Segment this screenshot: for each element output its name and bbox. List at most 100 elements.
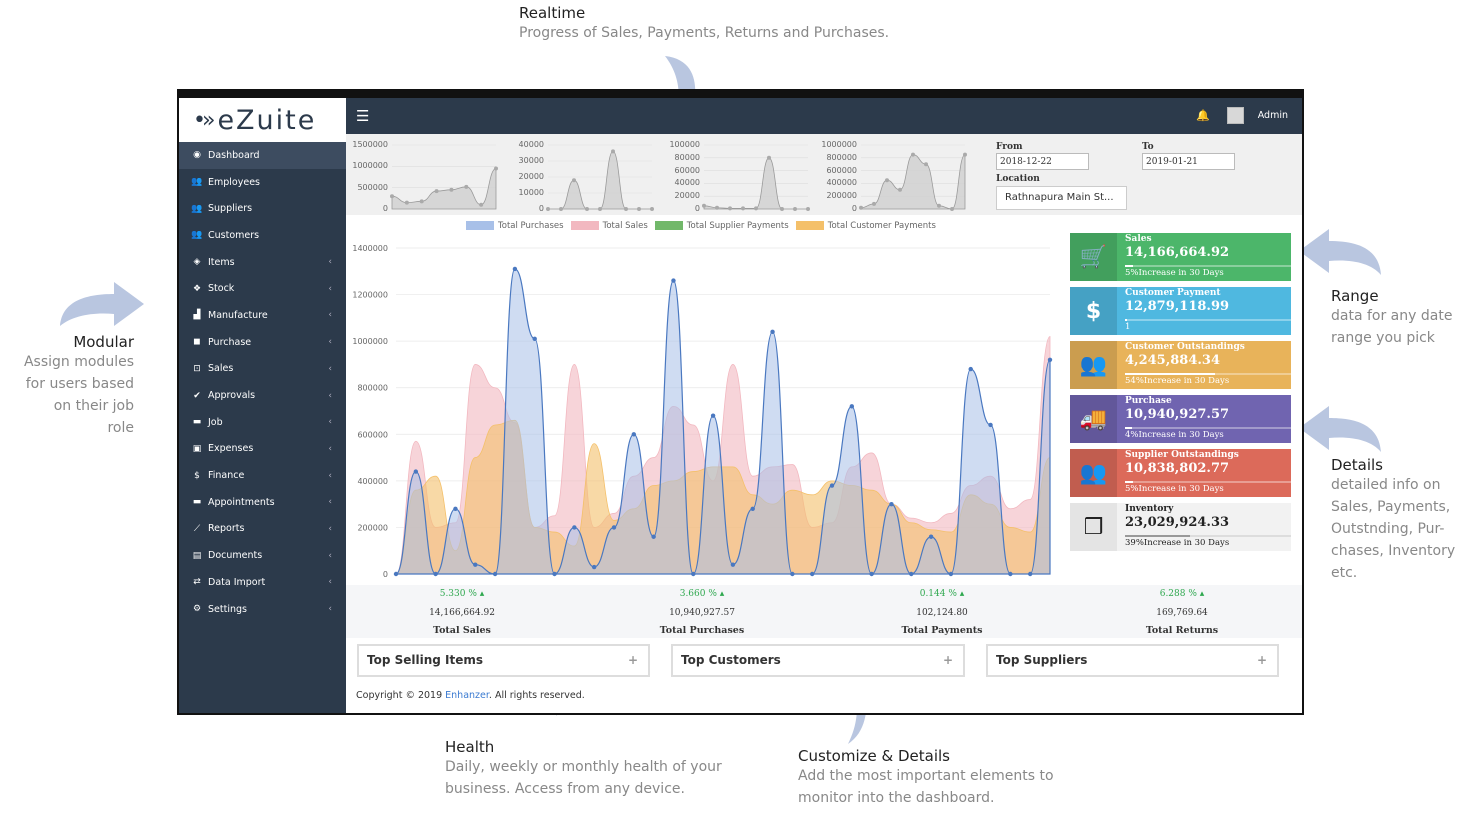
menu-toggle-icon[interactable]: ☰ (356, 107, 370, 125)
logo-mark-icon: •» (193, 107, 216, 133)
location-select[interactable]: Rathnapura Main St... (996, 186, 1127, 210)
data-point[interactable] (671, 278, 676, 283)
dollar-icon: $ (194, 470, 200, 481)
summary-card-sales[interactable]: 🛒 Sales 14,166,664.92 5%Increase in 30 Days (1070, 233, 1291, 281)
sidebar-item-reports[interactable]: ⟋ Reports ‹ (179, 516, 346, 543)
summary-card-purchase[interactable]: 🚚 Purchase 10,940,927.57 4%Increase in 30 D… (1070, 395, 1291, 443)
data-point[interactable] (532, 336, 537, 342)
total-total-returns: 6.288 % ▴ 169,769.64 Total Returns (1082, 585, 1282, 638)
avatar[interactable] (1227, 107, 1244, 124)
sidebar-item-employees[interactable]: 👥 Employees (179, 169, 346, 196)
sidebar-item-purchase[interactable]: ◼ Purchase ‹ (179, 329, 346, 356)
sidebar-item-sales[interactable]: ⊡ Sales ‹ (179, 356, 346, 383)
plus-icon[interactable]: + (1256, 653, 1267, 667)
summary-card-inventory[interactable]: ❒ Inventory 23,029,924.33 39%Increase in 30… (1070, 503, 1291, 551)
data-point[interactable] (552, 571, 557, 577)
sidebar-item-appointments[interactable]: ▬ Appointments ‹ (179, 489, 346, 516)
data-point[interactable] (453, 506, 458, 511)
data-point[interactable] (572, 525, 577, 530)
data-point[interactable] (770, 329, 775, 335)
plus-icon[interactable]: + (942, 653, 953, 667)
sidebar-item-job[interactable]: ▬ Job ‹ (179, 409, 346, 436)
data-point[interactable] (611, 525, 617, 530)
data-point[interactable] (968, 366, 973, 372)
plus-icon[interactable]: + (627, 653, 638, 667)
bell-icon[interactable]: 🔔 (1196, 109, 1210, 122)
sidebar-item-suppliers[interactable]: 👥 Suppliers (179, 195, 346, 222)
data-point[interactable] (512, 266, 518, 272)
summary-card-supplier-outstandings[interactable]: 👥 Supplier Outstandings 10,838,802.77 5%Inc… (1070, 449, 1291, 497)
users-icon: 👥 (191, 203, 203, 214)
logo[interactable]: •» eZuite (179, 98, 346, 142)
data-point[interactable] (909, 571, 914, 577)
data-point[interactable] (750, 506, 755, 511)
sidebar-item-expenses[interactable]: ▣ Expenses ‹ (179, 436, 346, 463)
data-point[interactable] (691, 571, 696, 577)
data-point[interactable] (651, 534, 656, 539)
from-label: From (996, 142, 1023, 152)
sidebar-item-finance[interactable]: $ Finance ‹ (179, 462, 346, 489)
user-name[interactable]: Admin (1257, 110, 1288, 121)
data-point[interactable] (829, 483, 835, 488)
data-point[interactable] (591, 564, 597, 570)
data-point[interactable] (413, 469, 419, 474)
sidebar-item-data-import[interactable]: ⇄ Data Import ‹ (179, 569, 346, 596)
from-date-input[interactable] (996, 153, 1089, 170)
data-point[interactable] (710, 413, 716, 418)
card-progress-fill (1125, 265, 1134, 267)
legend-item[interactable]: Total Sales (570, 221, 648, 231)
sidebar-item-customers[interactable]: 👥 Customers (179, 222, 346, 249)
sidebar-nav: ◉ Dashboard 👥 Employees 👥 Suppliers 👥 Customers… (179, 142, 346, 622)
top-suppliers-panel[interactable]: Top Suppliers + (986, 644, 1279, 677)
top-customers-panel[interactable]: Top Customers + (671, 644, 965, 677)
legend-item[interactable]: Total Supplier Payments (654, 221, 789, 231)
summary-card-customer-payment[interactable]: $ Customer Payment 12,879,118.99 1 (1070, 287, 1291, 335)
data-point[interactable] (1047, 357, 1053, 362)
card-value: 10,838,802.77 (1125, 461, 1230, 476)
sidebar-item-manufacture[interactable]: ▟ Manufacture ‹ (179, 302, 346, 329)
legend-label: Total Customer Payments (827, 221, 936, 231)
summary-card-customer-outstandings[interactable]: 👥 Customer Outstandings 4,245,884.34 54%Inc… (1070, 341, 1291, 389)
top-selling-items-panel[interactable]: Top Selling Items + (357, 644, 650, 677)
sidebar-item-label: Manufacture (208, 309, 268, 321)
data-point[interactable] (473, 562, 478, 567)
sparkline-point (546, 207, 550, 211)
data-point[interactable] (889, 501, 894, 507)
chevron-left-icon: ‹ (328, 604, 332, 615)
sidebar-item-stock[interactable]: ❖ Stock ‹ (179, 275, 346, 302)
company-link[interactable]: Enhanzer (445, 690, 489, 701)
to-date-input[interactable] (1142, 153, 1235, 170)
y-tick-label: 1000000 (352, 337, 388, 346)
money-icon: ▣ (192, 443, 202, 454)
legend-label: Total Purchases (498, 221, 564, 231)
users-icon: 👥 (191, 230, 203, 241)
data-point[interactable] (849, 404, 855, 409)
data-point[interactable] (433, 571, 438, 577)
legend-item[interactable]: Total Customer Payments (795, 221, 936, 231)
data-point[interactable] (790, 571, 795, 577)
footer-copyright: Copyright © 2019 Enhanzer. All rights re… (356, 690, 585, 701)
data-point[interactable] (948, 571, 954, 577)
data-point[interactable] (988, 422, 993, 428)
total-amount: 102,124.80 (916, 608, 968, 618)
data-point[interactable] (492, 571, 498, 577)
data-point[interactable] (393, 571, 399, 577)
data-point[interactable] (631, 432, 637, 437)
card-progress-fill (1125, 373, 1215, 375)
sidebar-item-documents[interactable]: ▤ Documents ‹ (179, 542, 346, 569)
sidebar-item-items[interactable]: ◈ Items ‹ (179, 249, 346, 276)
sidebar-item-settings[interactable]: ⚙ Settings ‹ (179, 596, 346, 623)
data-point[interactable] (1027, 571, 1033, 577)
total-label: Total Purchases (659, 625, 745, 636)
sidebar-item-approvals[interactable]: ✔ Approvals ‹ (179, 382, 346, 409)
data-point[interactable] (928, 534, 934, 539)
data-point[interactable] (730, 562, 736, 567)
sidebar-item-dashboard[interactable]: ◉ Dashboard (179, 142, 346, 169)
data-point[interactable] (869, 571, 874, 577)
dashboard-icon: ◉ (193, 150, 201, 161)
card-title: Purchase (1125, 396, 1172, 406)
total-label: Total Payments (901, 625, 983, 636)
data-point[interactable] (809, 571, 815, 577)
legend-item[interactable]: Total Purchases (466, 221, 564, 231)
data-point[interactable] (1008, 571, 1013, 577)
